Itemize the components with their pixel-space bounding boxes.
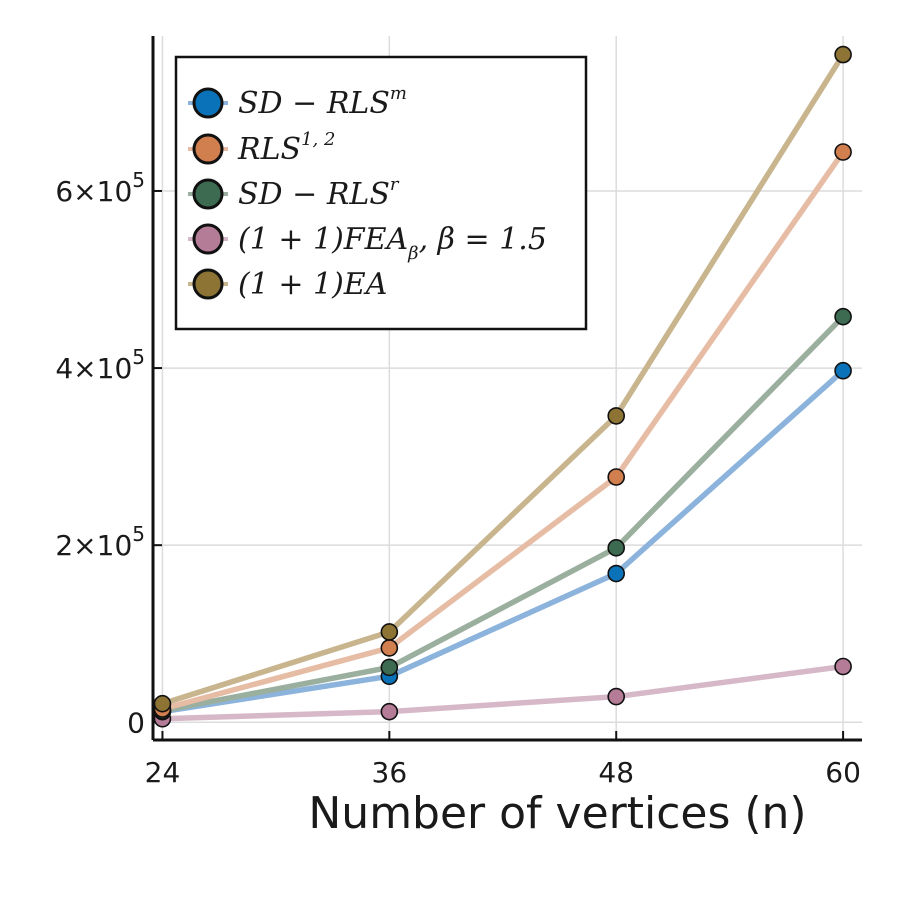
data-point-s4-0 (153, 694, 172, 713)
data-point-s4-2 (607, 407, 626, 425)
legend-label-rest: , β = 1.5 (419, 222, 547, 257)
legend-label-sub: β (407, 243, 418, 264)
series-line-2 (159, 313, 846, 714)
y-tick-exponent: 5 (132, 345, 145, 369)
data-point-s1-2 (607, 468, 626, 486)
legend-marker-4 (192, 268, 224, 300)
legend-label-sup: r (390, 174, 400, 195)
y-tick-exponent: 5 (132, 522, 145, 546)
data-point-s4-1 (380, 623, 399, 641)
x-tick-label: 36 (372, 756, 408, 789)
series-line-3 (159, 663, 846, 722)
legend-entry-label: SD − RLSr (238, 174, 400, 212)
x-tick-label: 24 (145, 756, 181, 789)
data-point-s1-1 (380, 639, 399, 657)
x-axis-title: Number of vertices (n) (308, 788, 806, 839)
legend-marker-0 (192, 87, 224, 119)
data-point-s0-3 (834, 361, 852, 380)
data-point-s0-2 (607, 564, 626, 583)
y-tick-label: 2×105 (55, 522, 145, 562)
y-tick-mantissa: 2×10 (55, 529, 132, 562)
legend-label-sup: 1, 2 (301, 129, 335, 150)
data-point-s3-3 (834, 657, 852, 676)
series-lines (159, 51, 846, 722)
data-point-s2-3 (834, 307, 852, 326)
legend-entry-label: SD − RLSm (238, 83, 407, 121)
y-tick-mantissa: 4×10 (55, 352, 132, 385)
series-points (153, 45, 852, 728)
x-tick-label: 48 (598, 756, 634, 789)
legend-label-base: RLS (237, 132, 301, 167)
data-point-s1-3 (834, 143, 852, 161)
series-line-1 (159, 149, 846, 712)
legend-entry-label: RLS1, 2 (237, 129, 335, 167)
legend-label-base: (1 + 1)FEA (238, 222, 408, 257)
data-point-s2-1 (380, 658, 399, 677)
series-line-0 (159, 367, 846, 715)
y-tick-label: 4×105 (55, 345, 145, 385)
y-tick-mantissa: 0 (127, 706, 145, 739)
legend-marker-1 (192, 133, 224, 165)
y-tick-exponent: 5 (132, 168, 145, 192)
y-tick-mantissa: 6×10 (55, 175, 132, 208)
legend-label-base: SD − RLS (238, 177, 390, 212)
legend-marker-2 (192, 178, 224, 210)
y-tick-label: 0 (127, 706, 145, 739)
legend-marker-3 (192, 223, 224, 255)
legend-label-base: SD − RLS (238, 86, 390, 121)
legend-entry-label: (1 + 1)FEAβ, β = 1.5 (238, 222, 547, 264)
y-tick-label: 6×105 (55, 168, 145, 208)
legend-label-base: (1 + 1)EA (238, 267, 387, 302)
x-tick-label: 60 (825, 756, 861, 789)
axes (151, 36, 862, 742)
legend-entry-label: (1 + 1)EA (238, 267, 387, 302)
data-point-s2-2 (607, 539, 626, 557)
data-point-s4-3 (834, 45, 852, 64)
legend-label-sup: m (390, 83, 407, 104)
series-line-4 (159, 51, 846, 707)
data-point-s3-1 (380, 702, 399, 721)
data-point-s3-2 (607, 687, 626, 706)
legend-box (174, 55, 588, 331)
